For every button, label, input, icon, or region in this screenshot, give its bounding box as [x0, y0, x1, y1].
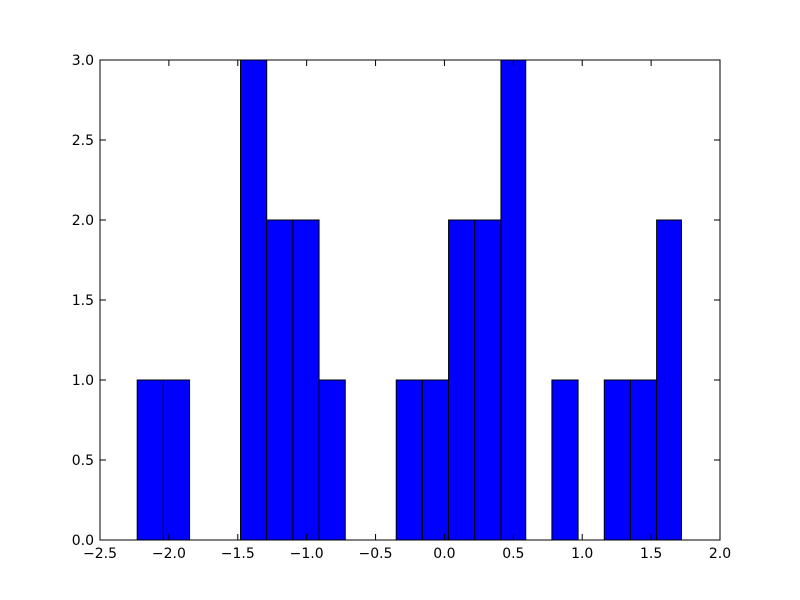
- y-tick-label: 0.5: [72, 453, 94, 469]
- x-tick-label: 0.5: [502, 546, 524, 562]
- y-tick-label: 3.0: [72, 53, 94, 69]
- bar: [318, 379, 346, 541]
- bar: [448, 219, 476, 541]
- x-tick-label: −2.0: [152, 546, 186, 562]
- bar: [292, 219, 320, 541]
- y-tick-label: 1.5: [72, 293, 94, 309]
- x-tick-label: 1.5: [640, 546, 662, 562]
- bar: [603, 379, 631, 541]
- bar: [266, 219, 294, 541]
- x-tick-label: 0.0: [433, 546, 455, 562]
- x-tick-label: 2.0: [709, 546, 731, 562]
- y-tick-label: 0.0: [72, 533, 94, 549]
- bar: [656, 219, 682, 541]
- bar: [395, 379, 423, 541]
- bar: [421, 379, 450, 541]
- y-tick-label: 2.5: [72, 133, 94, 149]
- bar: [500, 59, 527, 541]
- y-tick-label: 2.0: [72, 213, 94, 229]
- bar: [240, 59, 268, 541]
- x-tick-label: −1.0: [290, 546, 324, 562]
- x-tick-label: −2.5: [83, 546, 117, 562]
- bar: [629, 379, 658, 541]
- bar: [474, 219, 502, 541]
- bar: [162, 379, 191, 541]
- bar: [551, 379, 579, 541]
- x-tick-label: 1.0: [571, 546, 593, 562]
- y-tick-label: 1.0: [72, 373, 94, 389]
- x-tick-label: −0.5: [359, 546, 393, 562]
- x-tick-label: −1.5: [221, 546, 255, 562]
- bar: [136, 379, 164, 541]
